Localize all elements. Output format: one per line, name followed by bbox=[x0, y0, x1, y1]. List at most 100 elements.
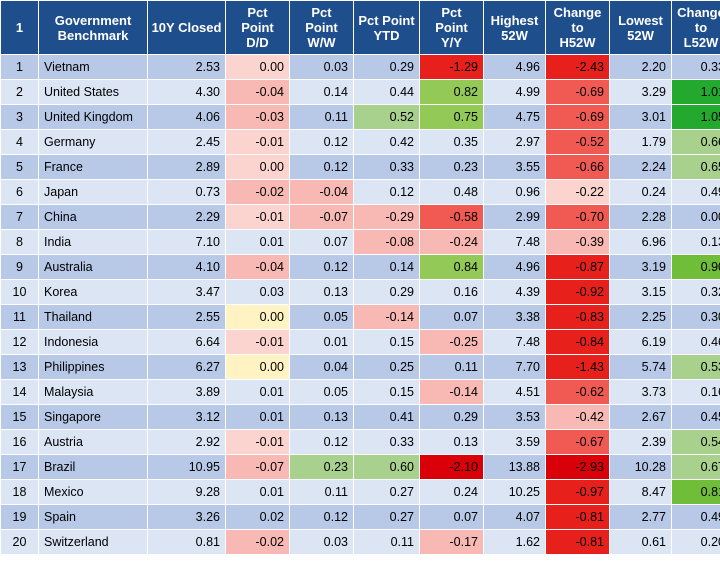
cell-idx: 10 bbox=[0, 279, 39, 305]
cell-h52: 3.59 bbox=[483, 429, 546, 455]
cell-yy: 0.48 bbox=[419, 179, 484, 205]
cell-l52: 3.01 bbox=[609, 104, 672, 130]
cell-idx: 19 bbox=[0, 504, 39, 530]
cell-ch52: -2.93 bbox=[545, 454, 610, 480]
table-row: 3 United Kingdom 4.06 -0.03 0.11 0.52 0.75 4.75… bbox=[0, 104, 720, 130]
cell-dd: 0.00 bbox=[225, 304, 290, 330]
cell-yy: 0.82 bbox=[419, 79, 484, 105]
header-highest-52w-label: Highest 52W bbox=[490, 12, 539, 43]
cell-idx: 11 bbox=[0, 304, 39, 330]
cell-dd: 0.01 bbox=[225, 229, 290, 255]
cell-ytd: 0.11 bbox=[353, 529, 420, 555]
table-row: 5 France 2.89 0.00 0.12 0.33 0.23 3.55 -0.66 2.24… bbox=[0, 154, 720, 180]
table-row: 13 Philippines 6.27 0.00 0.04 0.25 0.11 7.70 -1.… bbox=[0, 354, 720, 380]
cell-ch52: -0.52 bbox=[545, 129, 610, 155]
cell-cl52: 0.16 bbox=[671, 379, 720, 405]
cell-dd: -0.02 bbox=[225, 529, 290, 555]
cell-ww: 0.05 bbox=[289, 304, 354, 330]
table-row: 1 Vietnam 2.53 0.00 0.03 0.29 -1.29 4.96 -2.43 2.… bbox=[0, 54, 720, 80]
cell-closed: 3.12 bbox=[147, 404, 226, 430]
cell-ch52: -0.69 bbox=[545, 79, 610, 105]
cell-idx: 2 bbox=[0, 79, 39, 105]
cell-ww: 0.01 bbox=[289, 329, 354, 355]
cell-ww: 0.03 bbox=[289, 54, 354, 80]
cell-yy: -0.24 bbox=[419, 229, 484, 255]
cell-h52: 4.75 bbox=[483, 104, 546, 130]
table-row: 17 Brazil 10.95 -0.07 0.23 0.60 -2.10 13.88 -2.9… bbox=[0, 454, 720, 480]
table-row: 18 Mexico 9.28 0.01 0.11 0.27 0.24 10.25 -0.97 8.… bbox=[0, 479, 720, 505]
cell-cl52: 0.67 bbox=[671, 454, 720, 480]
cell-ch52: -0.39 bbox=[545, 229, 610, 255]
cell-h52: 2.99 bbox=[483, 204, 546, 230]
header-ytd: Pct Point YTD bbox=[353, 0, 420, 55]
cell-name: Thailand bbox=[38, 304, 148, 330]
cell-dd: 0.01 bbox=[225, 404, 290, 430]
cell-name: Philippines bbox=[38, 354, 148, 380]
cell-dd: -0.01 bbox=[225, 329, 290, 355]
cell-l52: 2.39 bbox=[609, 429, 672, 455]
header-benchmark-label: Government Benchmark bbox=[54, 12, 132, 43]
bond-yield-table: 1 Government Benchmark 10Y Closed Pct Po… bbox=[0, 0, 720, 555]
cell-cl52: 0.81 bbox=[671, 479, 720, 505]
cell-l52: 1.79 bbox=[609, 129, 672, 155]
cell-ww: 0.11 bbox=[289, 479, 354, 505]
table-row: 15 Singapore 3.12 0.01 0.13 0.41 0.29 3.53 -0.42… bbox=[0, 404, 720, 430]
cell-cl52: 0.13 bbox=[671, 229, 720, 255]
cell-dd: -0.01 bbox=[225, 204, 290, 230]
cell-ytd: -0.08 bbox=[353, 229, 420, 255]
cell-h52: 10.25 bbox=[483, 479, 546, 505]
cell-idx: 14 bbox=[0, 379, 39, 405]
cell-h52: 3.55 bbox=[483, 154, 546, 180]
cell-cl52: 0.90 bbox=[671, 254, 720, 280]
table-row: 10 Korea 3.47 0.03 0.13 0.29 0.16 4.39 -0.92 3.15… bbox=[0, 279, 720, 305]
cell-name: United Kingdom bbox=[38, 104, 148, 130]
cell-ch52: -0.70 bbox=[545, 204, 610, 230]
cell-name: Korea bbox=[38, 279, 148, 305]
cell-closed: 6.64 bbox=[147, 329, 226, 355]
cell-ch52: -0.67 bbox=[545, 429, 610, 455]
cell-h52: 2.97 bbox=[483, 129, 546, 155]
cell-l52: 5.74 bbox=[609, 354, 672, 380]
cell-yy: 0.75 bbox=[419, 104, 484, 130]
cell-name: Mexico bbox=[38, 479, 148, 505]
cell-h52: 1.62 bbox=[483, 529, 546, 555]
cell-idx: 13 bbox=[0, 354, 39, 380]
cell-dd: -0.07 bbox=[225, 454, 290, 480]
cell-ww: 0.07 bbox=[289, 229, 354, 255]
cell-idx: 20 bbox=[0, 529, 39, 555]
cell-cl52: 0.30 bbox=[671, 304, 720, 330]
table-row: 8 India 7.10 0.01 0.07 -0.08 -0.24 7.48 -0.39 6.9… bbox=[0, 229, 720, 255]
cell-ww: 0.12 bbox=[289, 254, 354, 280]
header-ww: Pct Point W/W bbox=[289, 0, 354, 55]
cell-closed: 9.28 bbox=[147, 479, 226, 505]
cell-idx: 16 bbox=[0, 429, 39, 455]
cell-idx: 7 bbox=[0, 204, 39, 230]
cell-cl52: 0.53 bbox=[671, 354, 720, 380]
cell-ww: -0.07 bbox=[289, 204, 354, 230]
table-row: 14 Malaysia 3.89 0.01 0.05 0.15 -0.14 4.51 -0.62… bbox=[0, 379, 720, 405]
cell-ytd: 0.41 bbox=[353, 404, 420, 430]
cell-dd: -0.01 bbox=[225, 129, 290, 155]
cell-name: Australia bbox=[38, 254, 148, 280]
cell-yy: 0.07 bbox=[419, 504, 484, 530]
cell-ytd: 0.27 bbox=[353, 479, 420, 505]
cell-ch52: -0.81 bbox=[545, 529, 610, 555]
cell-h52: 13.88 bbox=[483, 454, 546, 480]
cell-closed: 2.29 bbox=[147, 204, 226, 230]
cell-h52: 0.96 bbox=[483, 179, 546, 205]
cell-ch52: -0.97 bbox=[545, 479, 610, 505]
table-row: 11 Thailand 2.55 0.00 0.05 -0.14 0.07 3.38 -0.83… bbox=[0, 304, 720, 330]
table-row: 6 Japan 0.73 -0.02 -0.04 0.12 0.48 0.96 -0.22 0.2… bbox=[0, 179, 720, 205]
cell-h52: 3.38 bbox=[483, 304, 546, 330]
table-row: 16 Austria 2.92 -0.01 0.12 0.33 0.13 3.59 -0.67 2… bbox=[0, 429, 720, 455]
cell-dd: -0.02 bbox=[225, 179, 290, 205]
header-yy: Pct Point Y/Y bbox=[419, 0, 484, 55]
cell-dd: 0.01 bbox=[225, 479, 290, 505]
cell-l52: 2.25 bbox=[609, 304, 672, 330]
header-ww-label: Pct Point W/W bbox=[305, 5, 338, 50]
cell-cl52: 0.20 bbox=[671, 529, 720, 555]
cell-ww: 0.04 bbox=[289, 354, 354, 380]
header-highest-52w: Highest 52W bbox=[483, 0, 546, 55]
cell-dd: 0.02 bbox=[225, 504, 290, 530]
cell-ch52: -2.43 bbox=[545, 54, 610, 80]
